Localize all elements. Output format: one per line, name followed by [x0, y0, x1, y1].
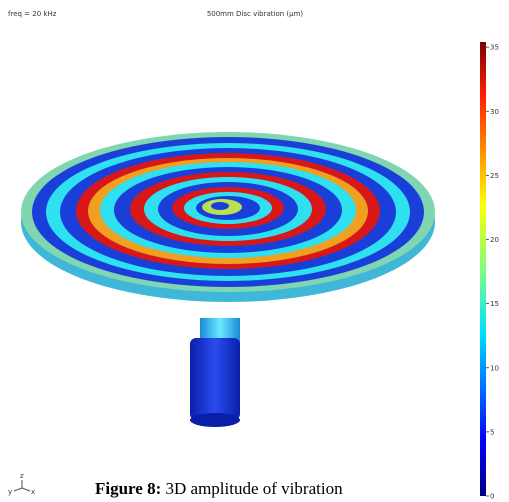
caption-text: 3D amplitude of vibration	[166, 479, 344, 498]
colorbar-tick-label: 25	[490, 172, 499, 180]
colorbar-tick-label: 30	[490, 108, 499, 116]
triad-x: x	[31, 488, 35, 496]
frequency-label: freq = 20 kHz	[8, 10, 57, 18]
triad-z: z	[20, 472, 24, 480]
colorbar-tick-label: 35	[490, 44, 499, 52]
vibration-render	[21, 132, 435, 427]
plot-title: 500mm Disc vibration (µm)	[207, 10, 304, 18]
caption: Figure 8: 3D amplitude of vibration	[95, 479, 343, 498]
axis-triad: z y x	[8, 472, 35, 496]
triad-y: y	[8, 488, 12, 496]
colorbar-tick-label: 5	[490, 428, 494, 436]
colorbar	[480, 42, 486, 496]
colorbar-tick-label: 15	[490, 300, 499, 308]
colorbar-tick-label: 20	[490, 236, 499, 244]
colorbar-tick-label: 10	[490, 364, 499, 372]
colorbar-tick-label: 0	[490, 493, 494, 501]
caption-label: Figure 8:	[95, 479, 161, 498]
